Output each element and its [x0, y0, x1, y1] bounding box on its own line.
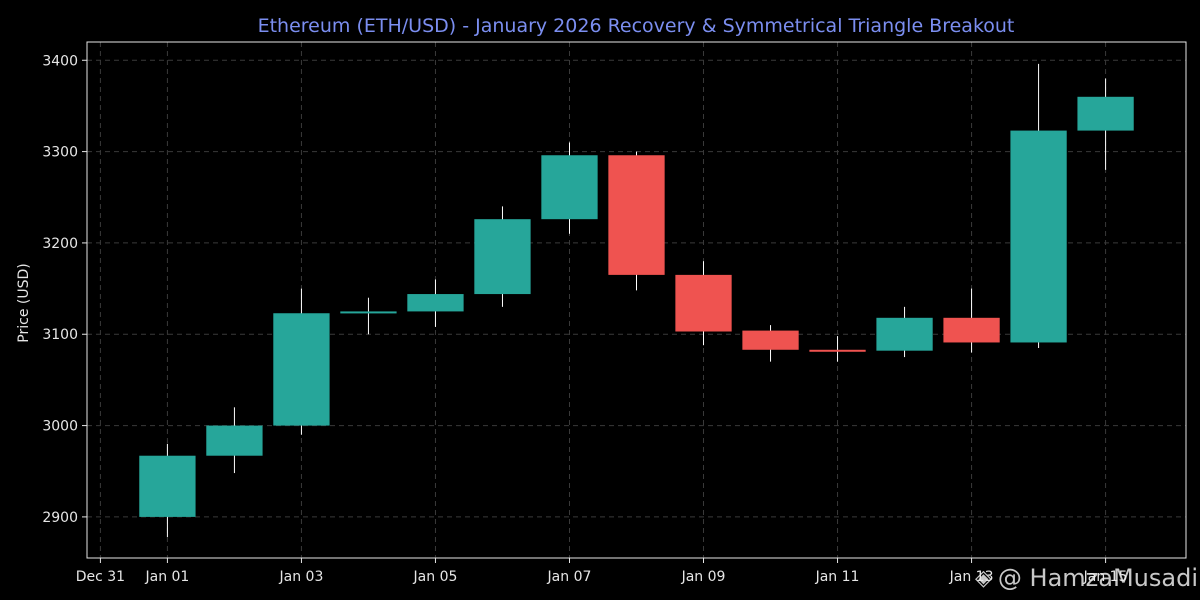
x-tick-label: Dec 31 [76, 569, 125, 585]
diamond-logo-icon: ◈ [974, 565, 992, 591]
x-tick-label: Jan 01 [144, 569, 189, 585]
x-tick-label: Jan 07 [547, 569, 592, 585]
y-tick-label: 3400 [42, 53, 78, 69]
candle-body-up [474, 219, 531, 295]
y-tick-label: 3200 [42, 236, 78, 252]
candle-body-up [139, 455, 196, 517]
plot-frame [86, 41, 1187, 559]
candle-body-up [340, 311, 397, 314]
x-tick-label: Jan 05 [413, 569, 458, 585]
y-tick-label: 3100 [42, 327, 78, 343]
candle-body-down [943, 317, 1000, 343]
candle-body-up [876, 317, 933, 351]
candle-body-up [206, 425, 263, 456]
y-tick-label: 3000 [42, 419, 78, 435]
x-tick-label: Jan 11 [815, 569, 860, 585]
x-tick-label: Jan 09 [681, 569, 726, 585]
candle-body-up [407, 294, 464, 312]
y-tick-label: 2900 [42, 510, 78, 526]
candle-body-up [1010, 130, 1067, 343]
x-tick-label: Jan 13 [949, 569, 994, 585]
candle-body-up [273, 313, 330, 426]
candle-body-down [608, 155, 665, 275]
candles [139, 63, 1134, 537]
y-tick-label: 3300 [42, 145, 78, 161]
candle-body-down [809, 349, 866, 352]
watermark-text: @ HamzaMusadi [997, 564, 1198, 592]
x-tick-label: Jan 15 [1083, 569, 1128, 585]
axes: 2900 3000 3100 3200 3300 3400 Dec 31 Jan 01 Jan … [42, 53, 1127, 585]
chart-title: Ethereum (ETH/USD) - January 2026 Recove… [258, 15, 1015, 37]
candle-body-up [1077, 96, 1134, 131]
watermark: ◈ @ HamzaMusadi [975, 564, 1198, 592]
candle-body-up [541, 155, 598, 220]
y-axis-label: Price (USD) [16, 263, 32, 342]
x-tick-label: Jan 03 [279, 569, 324, 585]
candle-body-down [675, 274, 732, 332]
candle-body-down [742, 330, 799, 350]
